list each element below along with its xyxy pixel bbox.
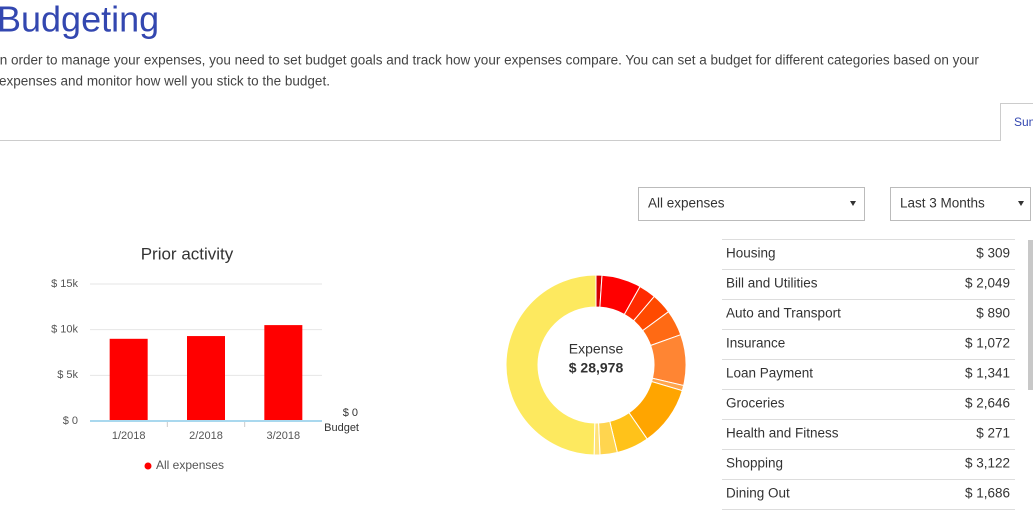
tab-label[interactable]: Summary [1014, 115, 1033, 129]
category-name: Dining Out [726, 486, 790, 501]
category-amount: $ 2,646 [965, 396, 1010, 411]
budget-label: Budget [324, 422, 359, 434]
category-amount: $ 1,686 [965, 486, 1010, 501]
category-name: Bill and Utilities [726, 276, 818, 291]
y-tick-label: $ 0 [63, 415, 78, 427]
category-amount: $ 3,122 [965, 456, 1010, 471]
tab[interactable] [1000, 103, 1033, 142]
category-name: Shopping [726, 456, 783, 471]
y-tick-label: $ 10k [51, 324, 78, 336]
legend-marker [144, 462, 152, 470]
category-amount: $ 309 [976, 246, 1010, 261]
category-name: Insurance [726, 336, 785, 351]
description: In order to manage your expenses, you ne… [0, 53, 979, 68]
chart-title: Prior activity [141, 244, 234, 263]
dropdown[interactable] [890, 187, 1031, 221]
donut-segment [505, 274, 597, 456]
x-tick-label: 2/2018 [189, 430, 223, 442]
category-amount: $ 2,049 [965, 276, 1010, 291]
page-title: Budgeting [0, 0, 159, 40]
legend-label: All expenses [156, 458, 224, 472]
x-tick-label: 1/2018 [112, 430, 146, 442]
category-amount: $ 1,341 [965, 366, 1010, 381]
dropdown-label[interactable]: All expenses [648, 196, 725, 211]
budget-value: $ 0 [343, 407, 358, 419]
bar [187, 336, 225, 421]
category-name: Health and Fitness [726, 426, 839, 441]
y-tick-label: $ 5k [57, 369, 78, 381]
bar [264, 325, 303, 421]
category-amount: $ 1,072 [965, 336, 1010, 351]
dropdown-arrow [850, 201, 856, 206]
category-name: Loan Payment [726, 366, 813, 381]
category-name: Housing [726, 246, 776, 261]
scrollbar[interactable] [1028, 240, 1033, 390]
donut-total: $ 28,978 [569, 360, 624, 376]
category-amount: $ 271 [976, 426, 1010, 441]
dropdown-label[interactable]: Last 3 Months [900, 196, 985, 211]
bar [109, 338, 148, 421]
x-tick-label: 3/2018 [267, 430, 301, 442]
description: expenses and monitor how well you stick … [0, 74, 330, 89]
dropdown[interactable] [638, 187, 865, 221]
donut-center-label: Expense [569, 341, 624, 357]
y-tick-label: $ 15k [51, 278, 78, 290]
dropdown-arrow [1018, 201, 1024, 206]
category-name: Auto and Transport [726, 306, 841, 321]
category-name: Groceries [726, 396, 785, 411]
category-amount: $ 890 [976, 306, 1010, 321]
